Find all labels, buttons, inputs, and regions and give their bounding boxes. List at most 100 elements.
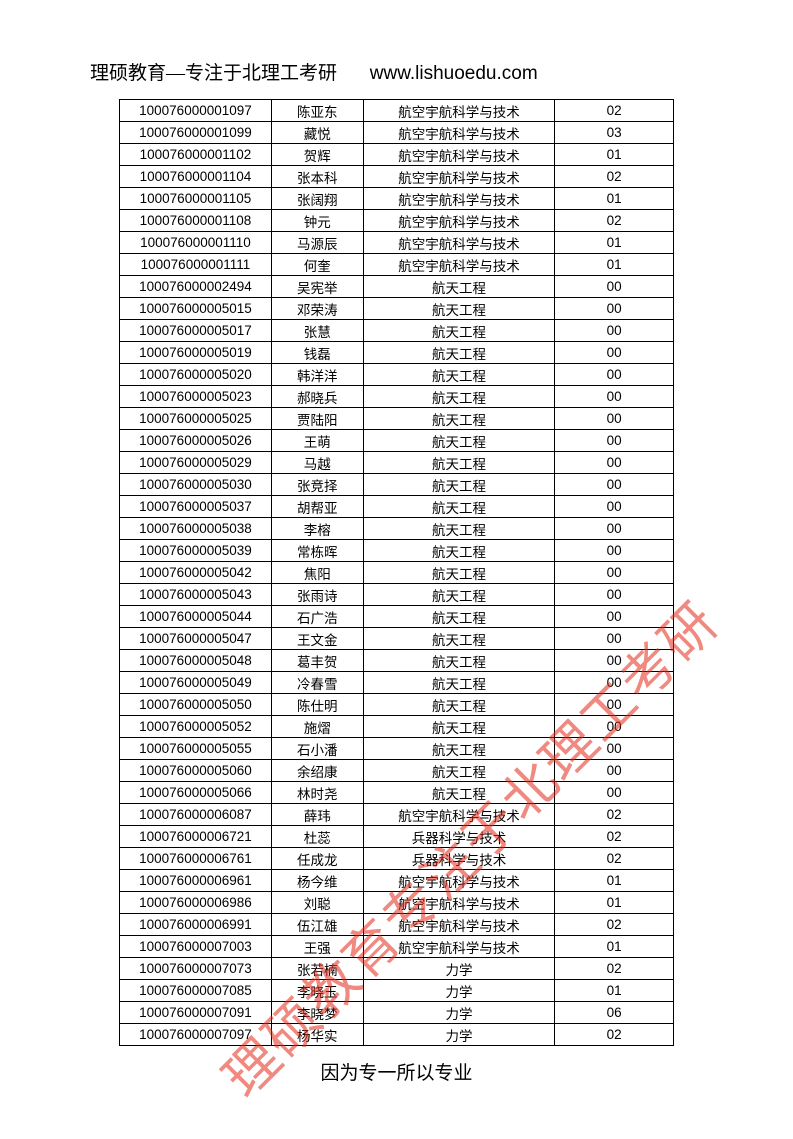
cell-name: 王强 — [271, 936, 363, 958]
cell-major: 航天工程 — [363, 562, 555, 584]
cell-id: 100076000005023 — [120, 386, 272, 408]
cell-code: 02 — [555, 914, 674, 936]
cell-id: 100076000006991 — [120, 914, 272, 936]
cell-major: 航空宇航科学与技术 — [363, 232, 555, 254]
cell-id: 100076000007003 — [120, 936, 272, 958]
cell-code: 03 — [555, 122, 674, 144]
cell-code: 00 — [555, 672, 674, 694]
cell-code: 01 — [555, 936, 674, 958]
cell-name: 余绍康 — [271, 760, 363, 782]
cell-code: 00 — [555, 364, 674, 386]
cell-name: 陈亚东 — [271, 100, 363, 122]
page-header: 理硕教育—专注于北理工考研 www.lishuoedu.com — [90, 58, 703, 85]
table-row: 100076000005020韩洋洋航天工程00 — [120, 364, 674, 386]
cell-code: 02 — [555, 1024, 674, 1046]
cell-name: 张竞择 — [271, 474, 363, 496]
cell-id: 100076000005039 — [120, 540, 272, 562]
cell-major: 航天工程 — [363, 584, 555, 606]
cell-name: 冷春雪 — [271, 672, 363, 694]
table-row: 100076000006721杜蕊兵器科学与技术02 — [120, 826, 674, 848]
cell-id: 100076000007097 — [120, 1024, 272, 1046]
cell-id: 100076000005029 — [120, 452, 272, 474]
cell-major: 航天工程 — [363, 518, 555, 540]
cell-code: 02 — [555, 804, 674, 826]
table-row: 100076000001099藏悦航空宇航科学与技术03 — [120, 122, 674, 144]
table-row: 100076000002494吴宪举航天工程00 — [120, 276, 674, 298]
table-row: 100076000005052施熠航天工程00 — [120, 716, 674, 738]
cell-major: 力学 — [363, 1024, 555, 1046]
cell-code: 00 — [555, 694, 674, 716]
cell-major: 航天工程 — [363, 782, 555, 804]
cell-code: 00 — [555, 584, 674, 606]
table-row: 100076000005050陈仕明航天工程00 — [120, 694, 674, 716]
cell-major: 航空宇航科学与技术 — [363, 122, 555, 144]
cell-major: 航天工程 — [363, 628, 555, 650]
cell-major: 航天工程 — [363, 716, 555, 738]
cell-major: 航天工程 — [363, 320, 555, 342]
cell-major: 兵器科学与技术 — [363, 826, 555, 848]
table-row: 100076000006961杨今维航空宇航科学与技术01 — [120, 870, 674, 892]
cell-major: 航天工程 — [363, 408, 555, 430]
cell-code: 06 — [555, 1002, 674, 1024]
cell-code: 01 — [555, 254, 674, 276]
cell-code: 01 — [555, 870, 674, 892]
cell-code: 00 — [555, 408, 674, 430]
cell-major: 航天工程 — [363, 342, 555, 364]
cell-name: 李晓梦 — [271, 1002, 363, 1024]
cell-major: 航天工程 — [363, 386, 555, 408]
cell-id: 100076000002494 — [120, 276, 272, 298]
cell-id: 100076000005025 — [120, 408, 272, 430]
cell-major: 航天工程 — [363, 672, 555, 694]
cell-code: 00 — [555, 738, 674, 760]
cell-major: 航空宇航科学与技术 — [363, 254, 555, 276]
table-row: 100076000006761任成龙兵器科学与技术02 — [120, 848, 674, 870]
cell-name: 葛丰贺 — [271, 650, 363, 672]
cell-major: 航天工程 — [363, 606, 555, 628]
table-body: 100076000001097陈亚东航空宇航科学与技术0210007600000… — [120, 100, 674, 1046]
cell-name: 薛玮 — [271, 804, 363, 826]
table-row: 100076000001097陈亚东航空宇航科学与技术02 — [120, 100, 674, 122]
cell-name: 张慧 — [271, 320, 363, 342]
table-row: 100076000005048葛丰贺航天工程00 — [120, 650, 674, 672]
cell-name: 杨今维 — [271, 870, 363, 892]
header-right: www.lishuoedu.com — [370, 63, 538, 84]
cell-name: 张阔翔 — [271, 188, 363, 210]
table-row: 100076000005038李榕航天工程00 — [120, 518, 674, 540]
table-row: 100076000001102贺辉航空宇航科学与技术01 — [120, 144, 674, 166]
cell-id: 100076000005020 — [120, 364, 272, 386]
table-row: 100076000007073张若楠力学02 — [120, 958, 674, 980]
cell-id: 100076000006961 — [120, 870, 272, 892]
cell-id: 100076000006986 — [120, 892, 272, 914]
cell-id: 100076000005042 — [120, 562, 272, 584]
cell-id: 100076000005055 — [120, 738, 272, 760]
table-row: 100076000005017张慧航天工程00 — [120, 320, 674, 342]
table-row: 100076000005039常栋晖航天工程00 — [120, 540, 674, 562]
cell-major: 航天工程 — [363, 430, 555, 452]
table-row: 100076000006986刘聪航空宇航科学与技术01 — [120, 892, 674, 914]
table-row: 100076000005015邓荣涛航天工程00 — [120, 298, 674, 320]
table-row: 100076000005047王文金航天工程00 — [120, 628, 674, 650]
cell-code: 00 — [555, 320, 674, 342]
cell-id: 100076000005017 — [120, 320, 272, 342]
cell-name: 焦阳 — [271, 562, 363, 584]
cell-code: 00 — [555, 430, 674, 452]
cell-name: 钟元 — [271, 210, 363, 232]
table-row: 100076000007091李晓梦力学06 — [120, 1002, 674, 1024]
cell-code: 02 — [555, 958, 674, 980]
cell-code: 02 — [555, 210, 674, 232]
cell-major: 兵器科学与技术 — [363, 848, 555, 870]
cell-code: 00 — [555, 606, 674, 628]
cell-name: 胡帮亚 — [271, 496, 363, 518]
cell-name: 刘聪 — [271, 892, 363, 914]
cell-id: 100076000005048 — [120, 650, 272, 672]
cell-id: 100076000001108 — [120, 210, 272, 232]
cell-name: 李榕 — [271, 518, 363, 540]
table-row: 100076000005055石小潘航天工程00 — [120, 738, 674, 760]
table-row: 100076000001104张本科航空宇航科学与技术02 — [120, 166, 674, 188]
cell-name: 林时尧 — [271, 782, 363, 804]
cell-name: 邓荣涛 — [271, 298, 363, 320]
table-row: 100076000005066林时尧航天工程00 — [120, 782, 674, 804]
table-row: 100076000007003王强航空宇航科学与技术01 — [120, 936, 674, 958]
cell-major: 航天工程 — [363, 496, 555, 518]
cell-major: 航空宇航科学与技术 — [363, 892, 555, 914]
